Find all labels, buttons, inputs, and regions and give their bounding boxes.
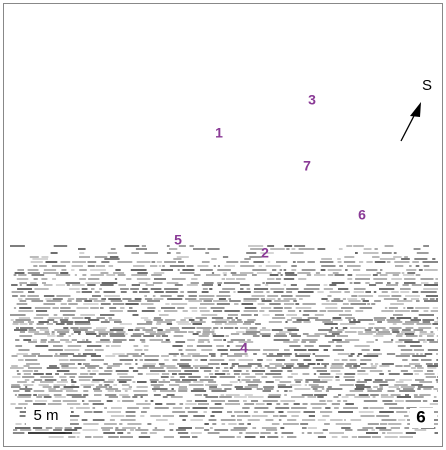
area-label: 4 xyxy=(240,340,248,356)
area-label: 1 xyxy=(215,125,223,141)
compass-label: S xyxy=(422,77,432,94)
corner-label: 6 xyxy=(416,407,425,426)
area-label: 6 xyxy=(358,207,366,223)
scale-bar-label: 5 m xyxy=(33,407,58,424)
page: S 5 m 6 1234567 (() => { const data = JS… xyxy=(0,0,446,450)
area-label: 7 xyxy=(303,158,311,174)
area-label: 5 xyxy=(174,232,182,248)
area-label: 3 xyxy=(308,92,316,108)
area-label: 2 xyxy=(261,245,269,261)
map: S 5 m 6 1 2 3 4 5 6 7 xyxy=(0,0,446,450)
